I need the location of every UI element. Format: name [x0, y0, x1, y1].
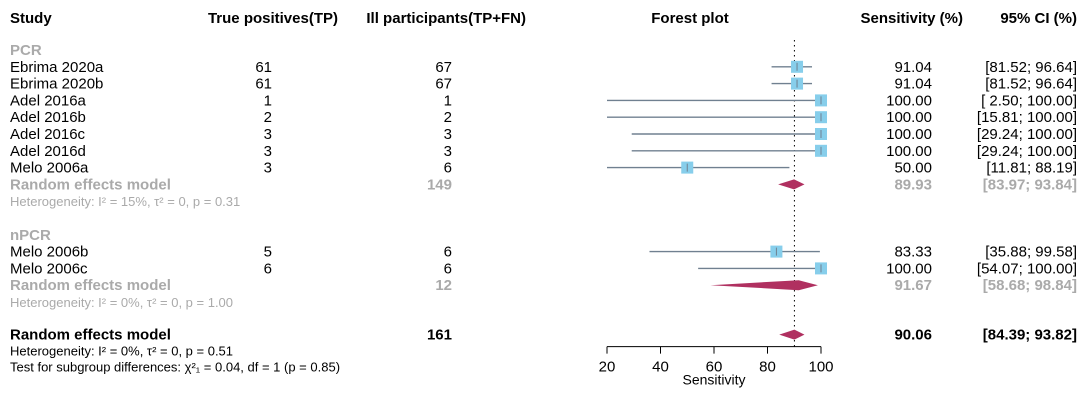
header-ill-participants: Ill participants(TP+FN)	[366, 10, 526, 27]
study-n: 6	[444, 160, 452, 177]
study-row: Adel 2016c 3 3 100.00 [29.24; 100.00]	[10, 126, 1077, 143]
summary-diamond	[710, 280, 818, 291]
study-row: Adel 2016b 2 2 100.00 [15.81; 100.00]	[10, 109, 1077, 126]
study-ci: [29.24; 100.00]	[977, 126, 1077, 143]
study-tp: 5	[264, 244, 272, 261]
x-tick-label: 80	[759, 359, 776, 376]
study-ci: [ 2.50; 100.00]	[981, 92, 1077, 109]
study-name: Adel 2016a	[10, 92, 87, 109]
study-row: Adel 2016a 1 1 100.00 [ 2.50; 100.00]	[10, 92, 1077, 109]
study-name: Adel 2016c	[10, 126, 86, 143]
subgroup-label: nPCR	[10, 227, 51, 244]
study-tp: 3	[264, 126, 272, 143]
study-name: Ebrima 2020b	[10, 76, 103, 93]
summary-label: Random effects model	[10, 176, 171, 193]
x-tick-label: 100	[808, 359, 833, 376]
subgroup-summary-row: Random effects model 12 91.67 [58.68; 98.84…	[10, 277, 1077, 294]
study-ci: [81.52; 96.64]	[985, 59, 1077, 76]
study-sensitivity: 50.00	[894, 160, 932, 177]
study-ci: [29.24; 100.00]	[977, 143, 1077, 160]
study-tp: 2	[264, 109, 272, 126]
header-forest-plot: Forest plot	[651, 10, 729, 27]
subgroup-label: PCR	[10, 42, 42, 59]
study-n: 1	[444, 92, 452, 109]
study-ci: [11.81; 88.19]	[986, 160, 1077, 177]
overall-summary-row: Random effects model 161 90.06 [84.39; 93.8…	[10, 327, 1077, 344]
summary-diamond	[779, 329, 805, 340]
summary-label: Random effects model	[10, 277, 171, 294]
study-name: Adel 2016b	[10, 109, 86, 126]
study-row: Melo 2006c 6 6 100.00 [54.07; 100.00]	[10, 260, 1077, 277]
x-tick-label: 60	[706, 359, 723, 376]
study-n: 6	[444, 244, 452, 261]
summary-ci: [84.39; 93.82]	[983, 327, 1077, 344]
study-name: Melo 2006b	[10, 244, 88, 261]
study-sensitivity: 100.00	[886, 109, 932, 126]
summary-label: Random effects model	[10, 327, 171, 344]
study-n: 3	[444, 126, 452, 143]
study-row: Ebrima 2020b 61 67 91.04 [81.52; 96.64]	[10, 76, 1077, 93]
x-tick-label: 20	[599, 359, 616, 376]
summary-sensitivity: 90.06	[894, 327, 932, 344]
study-name: Melo 2006c	[10, 260, 88, 277]
column-headers: Study True positives(TP) Ill participant…	[10, 10, 1077, 27]
study-n: 67	[435, 76, 452, 93]
study-sensitivity: 100.00	[886, 126, 932, 143]
header-true-positives: True positives(TP)	[208, 10, 338, 27]
summary-n: 161	[427, 327, 452, 344]
header-study: Study	[10, 10, 52, 27]
summary-sensitivity: 91.67	[894, 277, 932, 294]
x-axis-label: Sensitivity	[682, 372, 745, 388]
study-name: Melo 2006a	[10, 160, 89, 177]
study-row: Melo 2006b 5 6 83.33 [35.88; 99.58]	[10, 244, 1077, 261]
subgroup-heterogeneity: Heterogeneity: I² = 0%, τ² = 0, p = 1.00	[10, 295, 233, 310]
study-tp: 61	[255, 76, 272, 93]
study-sensitivity: 91.04	[894, 76, 932, 93]
study-name: Ebrima 2020a	[10, 59, 104, 76]
summary-n: 149	[427, 176, 452, 193]
study-ci: [81.52; 96.64]	[985, 76, 1077, 93]
study-name: Adel 2016d	[10, 143, 86, 160]
summary-diamond	[778, 179, 805, 190]
study-sensitivity: 100.00	[886, 260, 932, 277]
study-n: 6	[444, 260, 452, 277]
study-n: 2	[444, 109, 452, 126]
study-ci: [54.07; 100.00]	[977, 260, 1077, 277]
study-tp: 6	[264, 260, 272, 277]
subgroup-summary-row: Random effects model 149 89.93 [83.97; 93.8…	[10, 176, 1077, 193]
study-n: 67	[435, 59, 452, 76]
study-n: 3	[444, 143, 452, 160]
study-tp: 1	[264, 92, 272, 109]
summary-ci: [58.68; 98.84]	[983, 277, 1077, 294]
study-row: Adel 2016d 3 3 100.00 [29.24; 100.00]	[10, 143, 1077, 160]
study-tp: 3	[264, 143, 272, 160]
study-row: Ebrima 2020a 61 67 91.04 [81.52; 96.64]	[10, 59, 1077, 76]
subgroup-heterogeneity: Heterogeneity: I² = 15%, τ² = 0, p = 0.3…	[10, 194, 240, 209]
overall-heterogeneity: Heterogeneity: I² = 0%, τ² = 0, p = 0.51	[10, 344, 233, 359]
study-row: Melo 2006a 3 6 50.00 [11.81; 88.19]	[10, 160, 1077, 177]
study-sensitivity: 83.33	[894, 244, 932, 261]
study-sensitivity: 91.04	[894, 59, 932, 76]
study-sensitivity: 100.00	[886, 143, 932, 160]
study-sensitivity: 100.00	[886, 92, 932, 109]
header-ci: 95% CI (%)	[1000, 10, 1077, 27]
study-ci: [15.81; 100.00]	[977, 109, 1077, 126]
study-tp: 61	[255, 59, 272, 76]
study-tp: 3	[264, 160, 272, 177]
summary-n: 12	[435, 277, 452, 294]
x-axis: 20 40 60 80 100	[599, 346, 834, 376]
subgroup-test: Test for subgroup differences: χ²₁ = 0.0…	[10, 360, 340, 375]
study-ci: [35.88; 99.58]	[985, 244, 1077, 261]
summary-sensitivity: 89.93	[894, 176, 932, 193]
summary-ci: [83.97; 93.84]	[983, 176, 1077, 193]
x-tick-label: 40	[652, 359, 669, 376]
header-sensitivity: Sensitivity (%)	[860, 10, 963, 27]
